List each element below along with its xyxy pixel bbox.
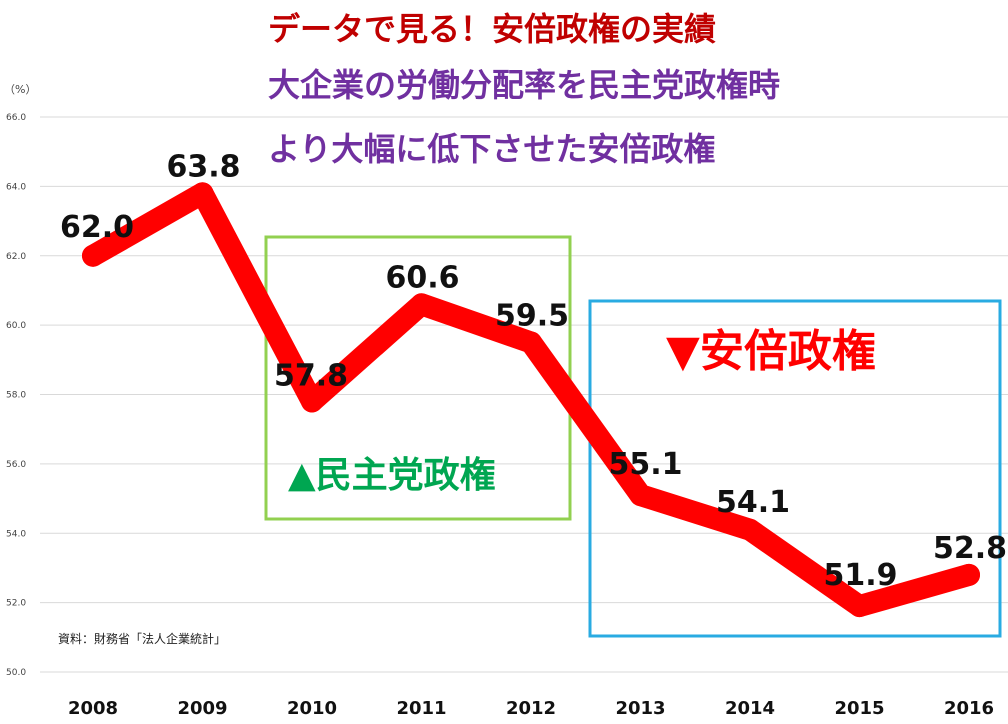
- data-label: 63.8: [167, 149, 241, 184]
- title-line-3: より大幅に低下させた安倍政権: [268, 130, 715, 168]
- abe-period-label: ▼安倍政権: [666, 326, 876, 377]
- y-axis-unit: （%）: [4, 83, 36, 96]
- data-label: 51.9: [824, 558, 898, 593]
- data-labels: 62.0 63.8 57.8 60.6 59.5 55.1 54.1 51.9 52.8: [60, 149, 1007, 593]
- abe-period-box: [588, 299, 1002, 638]
- data-label: 60.6: [386, 260, 460, 295]
- data-point: [82, 244, 104, 267]
- data-label: 57.8: [274, 358, 348, 393]
- y-tick-label: 54.0: [6, 529, 26, 539]
- x-tick-label: 2010: [287, 698, 337, 719]
- y-axis-ticks: 50.0 52.0 54.0 56.0 58.0 60.0 62.0 64.0 66.0: [6, 113, 26, 678]
- data-point: [848, 595, 871, 618]
- data-label: 59.5: [495, 298, 569, 333]
- y-tick-label: 50.0: [6, 668, 26, 678]
- title-line-2: 大企業の労働分配率を民主党政権時: [268, 66, 780, 104]
- x-tick-label: 2009: [177, 698, 227, 719]
- data-label: 52.8: [933, 531, 1007, 566]
- data-points: [82, 182, 980, 618]
- data-label: 55.1: [609, 447, 683, 482]
- grid: [40, 116, 1008, 673]
- x-tick-label: 2011: [396, 698, 446, 719]
- y-tick-label: 58.0: [6, 391, 26, 401]
- x-tick-label: 2014: [725, 698, 775, 719]
- x-tick-label: 2012: [506, 698, 556, 719]
- data-point: [629, 484, 652, 507]
- source-note: 資料：財務省「法人企業統計」: [58, 631, 226, 646]
- data-point: [739, 518, 761, 541]
- x-tick-label: 2008: [68, 698, 118, 719]
- data-point: [191, 182, 214, 205]
- data-point: [301, 390, 323, 413]
- data-label: 54.1: [716, 485, 790, 520]
- x-tick-label: 2016: [944, 698, 994, 719]
- x-tick-label: 2013: [615, 698, 665, 719]
- series-line: [82, 182, 980, 618]
- x-tick-label: 2015: [834, 698, 884, 719]
- data-point: [520, 331, 542, 354]
- title-line-1: データで見る！安倍政権の実績: [268, 10, 716, 48]
- data-label: 62.0: [60, 210, 134, 245]
- y-tick-label: 66.0: [6, 113, 26, 123]
- y-tick-label: 62.0: [6, 252, 26, 262]
- x-axis-ticks: 2008 2009 2010 2011 2012 2013 2014 2015 2016: [68, 698, 994, 719]
- data-point: [958, 563, 980, 586]
- y-tick-label: 52.0: [6, 599, 26, 609]
- y-tick-label: 60.0: [6, 321, 26, 331]
- y-tick-label: 56.0: [6, 460, 26, 470]
- y-tick-label: 64.0: [6, 182, 26, 192]
- dpj-period-label: ▲民主党政権: [288, 455, 496, 496]
- data-point: [410, 293, 433, 316]
